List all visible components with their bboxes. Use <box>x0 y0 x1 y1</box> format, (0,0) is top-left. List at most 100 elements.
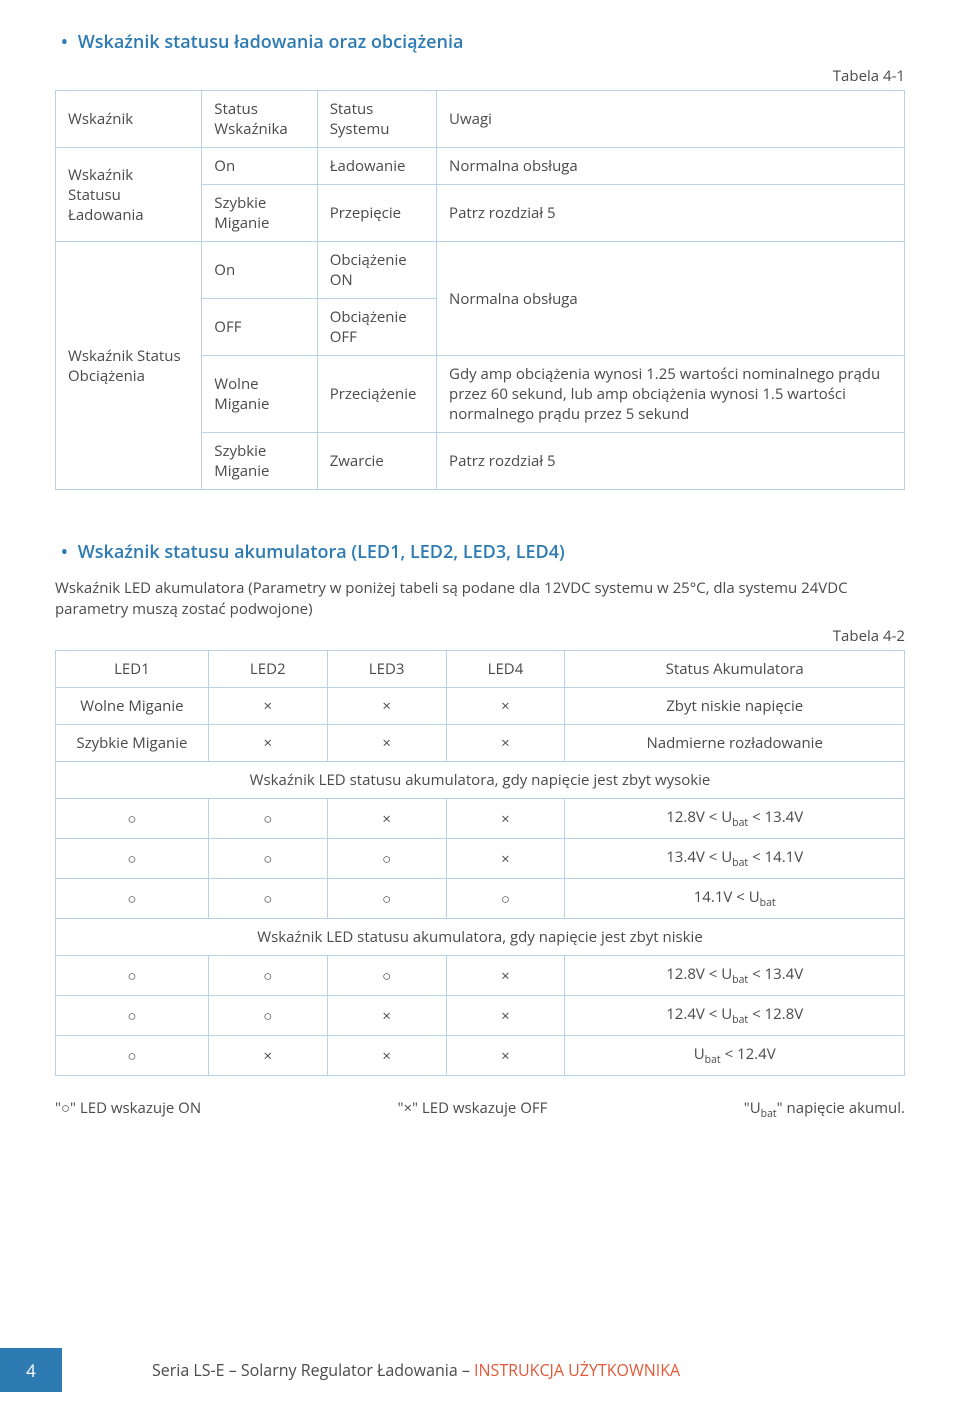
cell: Patrz rozdział 5 <box>437 433 905 490</box>
sub: bat <box>760 896 776 910</box>
cell: ○ <box>56 956 209 996</box>
table-header-row: Wskaźnik Status Wskaźnika Status Systemu… <box>56 91 905 148</box>
cell: Szybkie Miganie <box>202 185 317 242</box>
cell: Normalna obsługa <box>437 148 905 185</box>
cell-ubat: 13.4V < Ubat < 14.1V <box>565 839 905 879</box>
cell: ○ <box>446 879 565 919</box>
cell: × <box>446 1036 565 1076</box>
table-4-2: LED1 LED2 LED3 LED4 Status Akumulatora W… <box>55 650 905 1076</box>
th-led3: LED3 <box>327 651 446 688</box>
t: " napięcie akumul. <box>777 1098 905 1118</box>
section1-heading: • Wskaźnik statusu ładowania oraz obciąż… <box>61 30 905 54</box>
table-header-row: LED1 LED2 LED3 LED4 Status Akumulatora <box>56 651 905 688</box>
th-remarks: Uwagi <box>437 91 905 148</box>
th-indicator: Wskaźnik <box>56 91 202 148</box>
table-row: Szybkie Miganie × × × Nadmierne rozładow… <box>56 725 905 762</box>
t: < 13.4V <box>748 807 803 827</box>
cell: ○ <box>327 879 446 919</box>
section2-heading-text: Wskaźnik statusu akumulatora (LED1, LED2… <box>78 540 565 564</box>
cell: ○ <box>208 956 327 996</box>
table-row: ○ ○ × × 12.8V < Ubat < 13.4V <box>56 799 905 839</box>
cell: Przepięcie <box>317 185 436 242</box>
cell-ubat: Ubat < 12.4V <box>565 1036 905 1076</box>
legend-on: "○" LED wskazuje ON <box>55 1098 201 1121</box>
cell-ubat: 12.8V < Ubat < 13.4V <box>565 956 905 996</box>
th-indicator-status: Status Wskaźnika <box>202 91 317 148</box>
cell: Ładowanie <box>317 148 436 185</box>
cell: ○ <box>327 956 446 996</box>
table1-label: Tabela 4-1 <box>55 66 905 86</box>
cell: Patrz rozdział 5 <box>437 185 905 242</box>
cell: Wolne Miganie <box>56 688 209 725</box>
cell: Szybkie Miganie <box>56 725 209 762</box>
sub: bat <box>732 856 748 870</box>
table-row: ○ ○ × × 12.4V < Ubat < 12.8V <box>56 996 905 1036</box>
cell: Obciążenie ON <box>317 242 436 299</box>
footer-text-left: Seria LS-E – Solarny Regulator Ładowania… <box>152 1359 474 1381</box>
footer-text: Seria LS-E – Solarny Regulator Ładowania… <box>152 1359 680 1381</box>
spacer <box>55 490 905 540</box>
page: • Wskaźnik statusu ładowania oraz obciąż… <box>0 0 960 1422</box>
cell: ○ <box>56 879 209 919</box>
legend: "○" LED wskazuje ON "×" LED wskazuje OFF… <box>55 1098 905 1121</box>
cell: ○ <box>56 996 209 1036</box>
cell-charging-indicator: Wskaźnik Statusu Ładowania <box>56 148 202 242</box>
cell: Zbyt niskie napięcie <box>565 688 905 725</box>
table-row-span: Wskaźnik LED statusu akumulatora, gdy na… <box>56 919 905 956</box>
section1-heading-text: Wskaźnik statusu ładowania oraz obciążen… <box>78 30 464 54</box>
table2-label: Tabela 4-2 <box>55 626 905 646</box>
cell: On <box>202 148 317 185</box>
cell: Szybkie Miganie <box>202 433 317 490</box>
cell: × <box>327 799 446 839</box>
t: "U <box>744 1098 761 1118</box>
t: U <box>694 1044 705 1064</box>
th-system-status: Status Systemu <box>317 91 436 148</box>
cell: × <box>327 996 446 1036</box>
t: 12.4V < U <box>666 1004 732 1024</box>
cell: × <box>208 688 327 725</box>
cell: OFF <box>202 299 317 356</box>
cell-ubat: 12.4V < Ubat < 12.8V <box>565 996 905 1036</box>
cell: Przeciążenie <box>317 356 436 433</box>
th-led4: LED4 <box>446 651 565 688</box>
table-row: ○ × × × Ubat < 12.4V <box>56 1036 905 1076</box>
cell: ○ <box>327 839 446 879</box>
legend-ubat: "Ubat" napięcie akumul. <box>744 1098 905 1121</box>
sub: bat <box>732 1013 748 1027</box>
cell: × <box>327 688 446 725</box>
section2-intro: Wskaźnik LED akumulatora (Parametry w po… <box>55 578 905 620</box>
bullet-icon: • <box>61 30 68 54</box>
bullet-icon: • <box>61 540 68 564</box>
cell: ○ <box>56 839 209 879</box>
cell: × <box>327 725 446 762</box>
t: < 12.4V <box>721 1044 776 1064</box>
th-led1: LED1 <box>56 651 209 688</box>
cell: ○ <box>208 839 327 879</box>
t: < 12.8V <box>748 1004 803 1024</box>
page-footer: 4 Seria LS-E – Solarny Regulator Ładowan… <box>0 1348 960 1392</box>
cell: Gdy amp obciążenia wynosi 1.25 wartości … <box>437 356 905 433</box>
cell: × <box>446 799 565 839</box>
sub: bat <box>732 816 748 830</box>
t: 12.8V < U <box>666 807 732 827</box>
span-high: Wskaźnik LED statusu akumulatora, gdy na… <box>56 762 905 799</box>
cell: × <box>327 1036 446 1076</box>
t: < 14.1V <box>748 847 803 867</box>
sub: bat <box>732 973 748 987</box>
table-row: Wskaźnik Statusu Ładowania On Ładowanie … <box>56 148 905 185</box>
cell: Wolne Miganie <box>202 356 317 433</box>
table-row: ○ ○ ○ ○ 14.1V < Ubat <box>56 879 905 919</box>
section2-heading: • Wskaźnik statusu akumulatora (LED1, LE… <box>61 540 905 564</box>
t: 13.4V < U <box>666 847 732 867</box>
cell: Nadmierne rozładowanie <box>565 725 905 762</box>
cell: × <box>446 688 565 725</box>
legend-off: "×" LED wskazuje OFF <box>398 1098 548 1121</box>
cell: × <box>446 956 565 996</box>
cell: ○ <box>208 996 327 1036</box>
cell: × <box>446 839 565 879</box>
sub: bat <box>705 1053 721 1067</box>
cell: × <box>446 725 565 762</box>
page-number: 4 <box>0 1348 62 1392</box>
span-low: Wskaźnik LED statusu akumulatora, gdy na… <box>56 919 905 956</box>
cell: × <box>208 1036 327 1076</box>
